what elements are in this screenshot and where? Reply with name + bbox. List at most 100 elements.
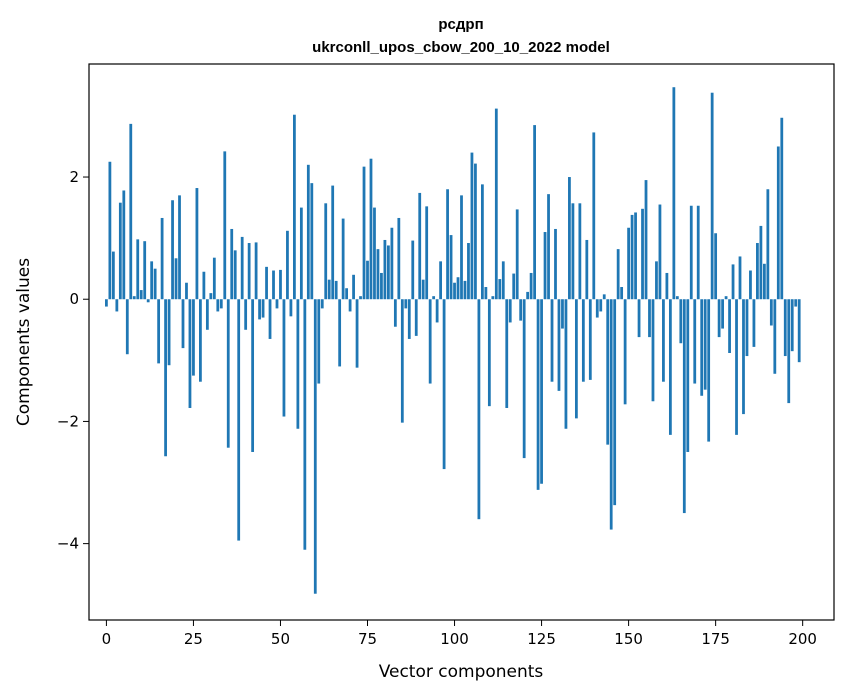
- bar-13: [150, 261, 154, 300]
- bar-72: [355, 299, 359, 368]
- bar-47: [268, 299, 272, 339]
- bar-64: [327, 279, 331, 300]
- chart-subtitle: ukrconll_upos_cbow_200_10_2022 model: [312, 39, 610, 56]
- bar-148: [620, 287, 624, 300]
- x-tick-label: 50: [271, 630, 290, 648]
- bar-150: [627, 227, 630, 300]
- bar-166: [682, 299, 686, 514]
- bar-76: [369, 158, 373, 300]
- bar-169: [693, 299, 697, 384]
- bar-194: [780, 117, 784, 300]
- x-tick-label: 175: [701, 630, 730, 648]
- x-tick-label: 200: [788, 630, 817, 648]
- bar-94: [432, 296, 436, 300]
- x-tick-label: 75: [358, 630, 377, 648]
- bar-20: [174, 258, 178, 300]
- x-axis-ticks: 0 25 50 75 100 125 150 175 200: [102, 620, 817, 648]
- bar-178: [724, 296, 728, 300]
- x-tick-label: 150: [614, 630, 643, 648]
- bar-174: [710, 92, 714, 300]
- bar-122: [529, 272, 533, 300]
- y-axis-ticks: −4 −2 0 2: [57, 168, 89, 553]
- bar-93: [428, 299, 432, 384]
- bar-123: [533, 125, 536, 300]
- bar-6: [125, 299, 129, 355]
- bar-192: [773, 299, 777, 374]
- bar-183: [742, 299, 745, 415]
- bar-57: [303, 299, 307, 550]
- bar-134: [571, 203, 575, 300]
- y-tick-label: 2: [69, 168, 79, 186]
- bar-49: [275, 299, 279, 309]
- bar-160: [662, 299, 665, 382]
- bar-193: [776, 146, 780, 300]
- bar-79: [380, 272, 383, 300]
- bar-67: [338, 299, 342, 367]
- bar-133: [568, 177, 571, 300]
- bar-42: [251, 299, 255, 452]
- bar-7: [129, 123, 133, 300]
- bar-147: [616, 249, 620, 300]
- bar-71: [352, 274, 355, 300]
- bar-170: [696, 205, 700, 300]
- bar-184: [745, 299, 749, 357]
- bar-18: [167, 299, 171, 366]
- bar-27: [199, 299, 202, 382]
- bar-164: [675, 296, 679, 300]
- bar-152: [634, 212, 637, 300]
- bar-66: [334, 280, 338, 300]
- bar-182: [738, 256, 742, 300]
- bar-54: [293, 114, 296, 300]
- bar-112: [494, 108, 498, 300]
- bar-138: [585, 239, 589, 300]
- bar-186: [752, 299, 756, 347]
- bar-103: [463, 280, 467, 300]
- bar-75: [366, 260, 369, 300]
- bar-125: [540, 299, 543, 484]
- bar-124: [536, 299, 540, 490]
- bar-140: [592, 132, 596, 300]
- bar-146: [613, 299, 617, 506]
- bar-188: [759, 225, 763, 300]
- bar-17: [164, 299, 167, 457]
- bar-113: [498, 279, 502, 300]
- bar-63: [324, 203, 328, 300]
- bar-53: [289, 299, 293, 317]
- bar-14: [153, 268, 157, 300]
- bar-159: [658, 204, 662, 300]
- bar-69: [345, 288, 349, 300]
- bar-80: [383, 239, 387, 300]
- bar-121: [526, 291, 530, 300]
- bar-189: [762, 263, 766, 300]
- bar-8: [132, 296, 136, 300]
- bar-199: [797, 299, 801, 363]
- bar-28: [202, 271, 206, 300]
- bar-48: [272, 270, 275, 300]
- chart-title: рсдрп: [438, 16, 483, 33]
- bar-185: [749, 270, 752, 300]
- bar-26: [195, 188, 199, 300]
- bar-175: [714, 233, 718, 300]
- bar-16: [160, 217, 164, 300]
- bar-3: [115, 299, 119, 312]
- bar-111: [491, 296, 495, 300]
- bar-180: [731, 264, 735, 300]
- bar-25: [192, 299, 195, 376]
- bar-series: [105, 87, 801, 594]
- bar-153: [637, 299, 641, 338]
- bar-132: [564, 299, 568, 429]
- bar-172: [703, 299, 707, 390]
- bar-77: [373, 207, 376, 300]
- bar-86: [404, 299, 408, 309]
- bar-4: [118, 202, 122, 300]
- y-tick-label: −4: [57, 535, 79, 553]
- bar-85: [400, 299, 404, 423]
- bar-39: [240, 236, 244, 300]
- bar-31: [212, 257, 216, 300]
- bar-46: [265, 266, 268, 300]
- bar-34: [223, 151, 227, 300]
- bar-107: [477, 299, 481, 520]
- bar-70: [348, 299, 352, 312]
- bar-168: [689, 205, 693, 300]
